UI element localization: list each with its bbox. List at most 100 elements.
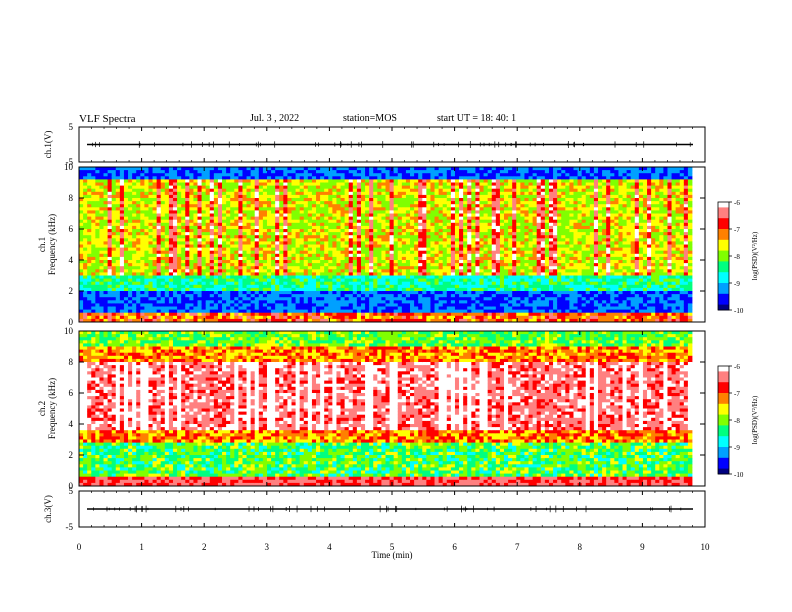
spectrogram-cell <box>291 207 296 211</box>
spectrogram-cell <box>217 216 223 221</box>
spectrogram-cell <box>160 312 166 317</box>
spectrogram-cell <box>430 216 435 221</box>
spectrogram-cell <box>132 315 137 320</box>
spectrogram-cell <box>209 297 215 301</box>
spectrogram-cell <box>205 297 211 301</box>
spectrogram-cell <box>230 294 235 298</box>
spectrogram-cell <box>283 315 288 320</box>
spectrogram-cell <box>217 291 223 295</box>
spectrogram-cell <box>271 244 276 248</box>
spectrogram-cell <box>426 198 431 202</box>
spectrogram-cell <box>115 238 121 242</box>
spectrogram-cell <box>450 201 456 205</box>
spectrogram-cell <box>397 213 403 217</box>
spectrogram-cell <box>140 272 145 276</box>
spectrogram-cell <box>410 194 415 199</box>
spectrogram-cell <box>217 272 223 276</box>
spectrogram-cell <box>213 263 219 267</box>
spectrogram-cell <box>454 176 460 180</box>
spectrogram-cell <box>217 176 223 180</box>
spectrogram-cell <box>332 225 337 230</box>
spectrogram-cell <box>99 269 104 273</box>
spectrogram-cell <box>189 318 194 323</box>
spectrogram-cell <box>410 170 415 174</box>
spectrogram-cell <box>172 303 178 307</box>
spectrogram-cell <box>418 179 423 183</box>
spectrogram-cell <box>381 300 386 304</box>
spectrogram-cell <box>222 225 227 230</box>
spectrogram-cell <box>459 272 464 276</box>
spectrogram-cell <box>226 232 231 236</box>
spectrogram-cell <box>303 238 309 242</box>
spectrogram-cell <box>283 194 288 199</box>
spectrogram-cell <box>172 179 178 183</box>
spectrogram-cell <box>193 250 198 255</box>
spectrogram-cell <box>446 194 452 199</box>
spectrogram-cell <box>369 294 374 298</box>
spectrogram-cell <box>222 170 227 174</box>
spectrogram-cell <box>381 238 386 242</box>
spectrogram-cell <box>332 284 337 289</box>
spectrogram-cell <box>377 210 382 214</box>
spectrogram-cell <box>434 281 440 286</box>
spectrogram-cell <box>324 170 329 174</box>
spectrogram-cell <box>107 294 113 298</box>
spectrogram-cell <box>418 229 423 233</box>
spectrogram-cell <box>389 225 395 230</box>
spectrogram-cell <box>205 222 211 227</box>
spectrogram-cell <box>438 306 444 310</box>
spectrogram-cell <box>164 225 170 230</box>
spectrogram-cell <box>222 309 227 314</box>
spectrogram-cell <box>405 312 411 317</box>
spectrogram-cell <box>287 303 292 307</box>
spectrogram-cell <box>275 182 280 186</box>
spectrogram-cell <box>287 256 292 261</box>
spectrogram-cell <box>172 216 178 221</box>
spectrogram-cell <box>197 201 202 205</box>
spectrogram-cell <box>197 207 202 211</box>
spectrogram-cell <box>242 303 247 307</box>
spectrogram-cell <box>311 201 317 205</box>
spectrogram-cell <box>405 219 411 224</box>
spectrogram-cell <box>242 266 247 270</box>
spectrogram-cell <box>446 312 452 317</box>
spectrogram-cell <box>246 188 252 193</box>
spectrogram-cell <box>328 216 333 221</box>
spectrogram-cell <box>295 266 301 270</box>
spectrogram-cell <box>148 173 153 177</box>
spectrogram-cell <box>172 225 178 230</box>
spectrogram-cell <box>246 263 252 267</box>
spectrogram-cell <box>418 241 423 245</box>
spectrogram-cell <box>144 238 149 242</box>
spectrogram-cell <box>160 207 166 211</box>
spectrogram-cell <box>246 244 252 248</box>
spectrogram-cell <box>320 198 325 202</box>
spectrogram-cell <box>434 287 440 292</box>
spectrogram-cell <box>246 238 252 242</box>
spectrogram-cell <box>389 210 395 214</box>
spectrogram-cell <box>385 294 390 298</box>
spectrogram-cell <box>348 213 354 217</box>
spectrogram-cell <box>181 272 186 276</box>
spectrogram-cell <box>201 266 207 270</box>
spectrogram-cell <box>422 207 427 211</box>
spectrogram-cell <box>434 300 440 304</box>
spectrogram-cell <box>123 185 129 190</box>
spectrogram-cell <box>360 312 366 317</box>
spectrogram-cell <box>201 194 207 199</box>
spectrogram-cell <box>438 179 444 183</box>
spectrogram-cell <box>123 198 129 202</box>
spectrogram-cell <box>217 250 223 255</box>
spectrogram-cell <box>213 315 219 320</box>
spectrogram-cell <box>152 309 158 314</box>
spectrogram-cell <box>144 173 149 177</box>
spectrogram-cell <box>307 185 313 190</box>
spectrogram-cell <box>107 207 113 211</box>
spectrogram-cell <box>83 222 88 227</box>
spectrogram-cell <box>393 247 399 252</box>
spectrogram-cell <box>144 269 149 273</box>
spectrogram-cell <box>303 303 309 307</box>
spectrogram-cell <box>320 216 325 221</box>
spectrogram-cell <box>250 312 256 317</box>
spectrogram-cell <box>209 229 215 233</box>
